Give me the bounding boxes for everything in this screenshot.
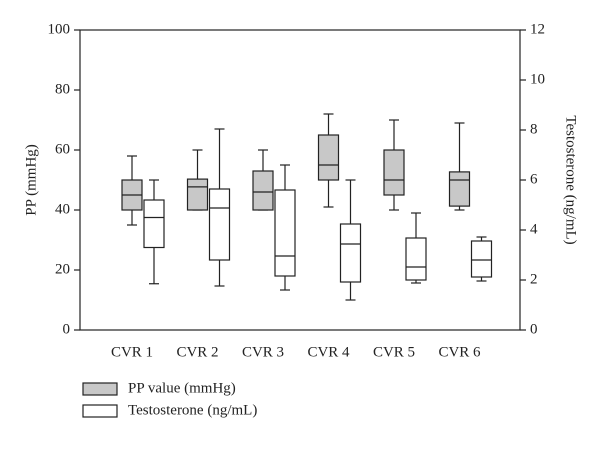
y2-axis-title: Testosterone (ng/mL) bbox=[563, 115, 579, 244]
box bbox=[143, 199, 165, 249]
x-tick-label: CVR 2 bbox=[176, 344, 218, 360]
y2-tick-label: 8 bbox=[530, 121, 538, 137]
box bbox=[317, 134, 340, 181]
y2-tick-label: 0 bbox=[530, 321, 538, 337]
box bbox=[339, 223, 362, 283]
x-tick-label: CVR 6 bbox=[438, 344, 481, 360]
x-tick-label: CVR 4 bbox=[307, 344, 350, 360]
legend-swatch bbox=[82, 404, 118, 418]
y-axis-title: PP (mmHg) bbox=[23, 144, 39, 216]
y2-tick-label: 12 bbox=[530, 21, 545, 37]
box bbox=[470, 240, 493, 278]
box bbox=[208, 188, 231, 261]
y-tick-label: 100 bbox=[48, 21, 71, 37]
y-tick-label: 80 bbox=[55, 81, 70, 97]
box bbox=[383, 149, 405, 196]
y2-tick-label: 10 bbox=[530, 71, 545, 87]
legend-label: PP value (mmHg) bbox=[128, 380, 236, 396]
y2-tick-label: 2 bbox=[530, 271, 538, 287]
box bbox=[405, 237, 427, 281]
legend-label: Testosterone (ng/mL) bbox=[128, 402, 257, 418]
legend-swatch bbox=[82, 382, 118, 396]
x-tick-label: CVR 5 bbox=[373, 344, 415, 360]
y2-tick-label: 6 bbox=[530, 171, 538, 187]
box bbox=[448, 171, 471, 207]
y-tick-label: 40 bbox=[55, 201, 70, 217]
x-tick-label: CVR 3 bbox=[242, 344, 284, 360]
y-tick-label: 20 bbox=[55, 261, 70, 277]
box bbox=[252, 170, 274, 211]
x-tick-label: CVR 1 bbox=[111, 344, 153, 360]
y-tick-label: 60 bbox=[55, 141, 70, 157]
box bbox=[274, 189, 296, 277]
box bbox=[186, 178, 209, 211]
y2-tick-label: 4 bbox=[530, 221, 538, 237]
y-tick-label: 0 bbox=[63, 321, 71, 337]
